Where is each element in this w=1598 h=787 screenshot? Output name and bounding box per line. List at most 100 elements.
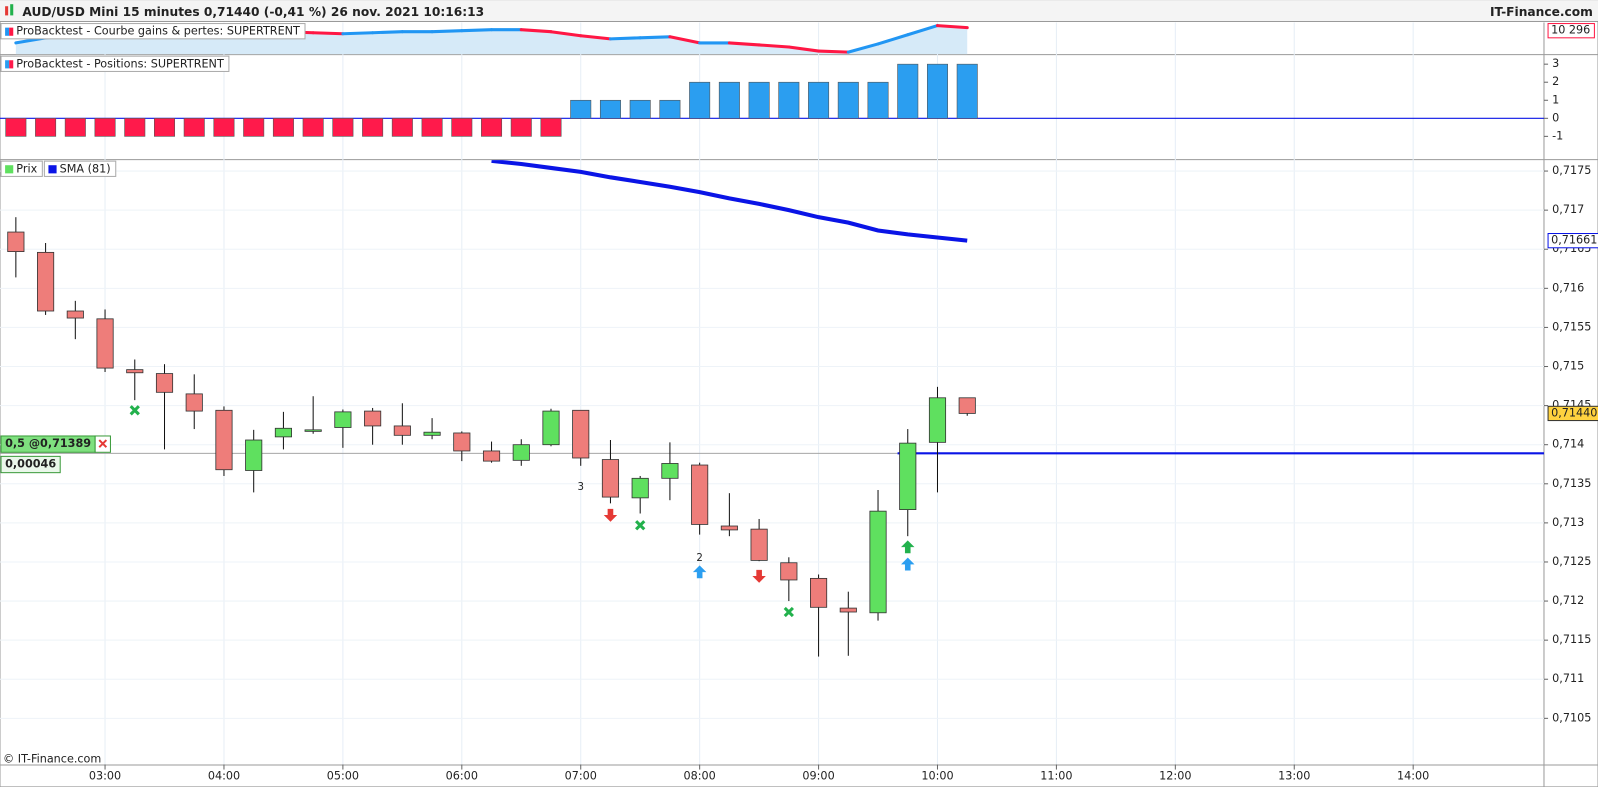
position-bar [956, 63, 978, 119]
equity-segment [846, 42, 880, 54]
equity-segment [817, 49, 850, 54]
legend-box [0, 23, 306, 40]
y-tick-label: 0,711 [1552, 672, 1584, 685]
order-close-icon [98, 439, 108, 448]
candle-body [750, 528, 768, 561]
candle-body [810, 577, 828, 608]
y-tick-label: 0,7105 [1552, 711, 1591, 724]
tag-box [1547, 233, 1598, 249]
candle-body [37, 251, 55, 312]
y-tick-label: 0,7115 [1552, 633, 1591, 646]
legend-swatch [48, 165, 57, 174]
trade-marker [129, 405, 140, 416]
plot-layer: 03:00 04:00 05:00 06:00 07:00 08:00 09:00 10:00… [0, 22, 1598, 787]
candle-body [780, 562, 798, 581]
legend-label: Prix [16, 162, 37, 175]
candle-body [155, 373, 174, 393]
x-tick-label: 07:00 [565, 770, 597, 783]
position-bar [332, 118, 354, 137]
order-label: 0,5 @0,71389 [5, 437, 91, 450]
legend-item: ProBacktest - Positions: SUPERTRENT [0, 55, 230, 72]
footer: © IT-Finance.com [3, 752, 101, 765]
candle-body [720, 525, 738, 531]
y-tick-label: 0,7175 [1552, 164, 1591, 177]
equity-segment [341, 31, 375, 36]
legend-swatch [5, 27, 10, 36]
y-tick-label: 0,713 [1552, 516, 1584, 529]
y-tick-label: 2 [1552, 75, 1559, 88]
legend-item: Prix [0, 160, 43, 177]
position-bar [243, 118, 265, 137]
position-bar [599, 99, 621, 119]
y-tick-label: 0,7135 [1552, 477, 1591, 490]
legend-swatch [9, 27, 14, 36]
candle-body [601, 459, 620, 498]
position-bar [362, 118, 384, 137]
trade-marker [783, 606, 794, 618]
trade-marker [692, 565, 707, 579]
position-bar [689, 81, 711, 119]
y-tick-label: 0,717 [1552, 203, 1584, 216]
position-bar [124, 118, 146, 137]
legend-label: ProBacktest - Courbe gains & pertes: SUP… [16, 25, 300, 38]
y-tick-label: -1 [1552, 129, 1563, 142]
candle-body [661, 463, 679, 479]
position-bar [808, 81, 830, 119]
last-value-tag: 10 296 [1547, 23, 1595, 39]
gain-label: 0,00046 [5, 458, 56, 471]
x-tick-label: 04:00 [208, 770, 240, 783]
position-bar [570, 99, 592, 119]
last-value-tag: 0,71661 [1547, 233, 1598, 249]
candle-body [482, 450, 501, 462]
y-tick-label: 0 [1552, 111, 1559, 124]
candle-body [334, 411, 352, 428]
candle-body [423, 431, 441, 436]
marker-label: 3 [577, 482, 583, 493]
candle-body [245, 439, 263, 471]
trade-marker [635, 520, 646, 531]
position-bar [421, 118, 443, 137]
header-bar [0, 0, 1598, 22]
position-bar [64, 118, 86, 137]
y-tick-label: 1 [1552, 93, 1559, 106]
position-bar [391, 118, 413, 137]
y-tick-label: 0,714 [1552, 438, 1584, 451]
equity-segment [549, 30, 583, 38]
legend-label: ProBacktest - Positions: SUPERTRENT [16, 57, 224, 70]
candle-body [542, 410, 560, 446]
x-tick-label: 06:00 [446, 770, 478, 783]
tag-box [1547, 405, 1598, 422]
candle-body [631, 477, 649, 499]
legend-box [0, 55, 230, 72]
trade-marker [901, 557, 915, 571]
legend-swatch [5, 165, 14, 174]
position-bar [272, 118, 294, 137]
position-bar [748, 81, 770, 119]
last-value-tag: 0,71440 [1547, 405, 1598, 422]
legend-box [43, 160, 117, 177]
candle-body [66, 310, 84, 319]
position-bar [540, 118, 562, 137]
x-tick-label: 05:00 [327, 770, 359, 783]
candle-body [96, 318, 114, 369]
equity-segment [727, 41, 761, 47]
position-bar [35, 118, 57, 137]
position-bar [451, 118, 473, 137]
candle-body [215, 409, 233, 471]
candle-body [364, 410, 382, 427]
candle-body [839, 607, 857, 613]
equity-segment [311, 31, 345, 36]
candle-body [126, 369, 144, 374]
header-title: AUD/USD Mini 15 minutes 0,71440 (-0,41 %… [22, 5, 484, 19]
tag-label: 0,71661 [1551, 234, 1597, 247]
candle-body [185, 393, 203, 412]
candle-body [572, 409, 590, 459]
position-bar [897, 63, 919, 119]
candle-body [869, 510, 887, 614]
position-bar [837, 81, 859, 119]
x-tick-label: 09:00 [802, 770, 834, 783]
candle-body [453, 432, 471, 452]
trade-marker [752, 569, 766, 583]
equity-segment [460, 28, 494, 33]
